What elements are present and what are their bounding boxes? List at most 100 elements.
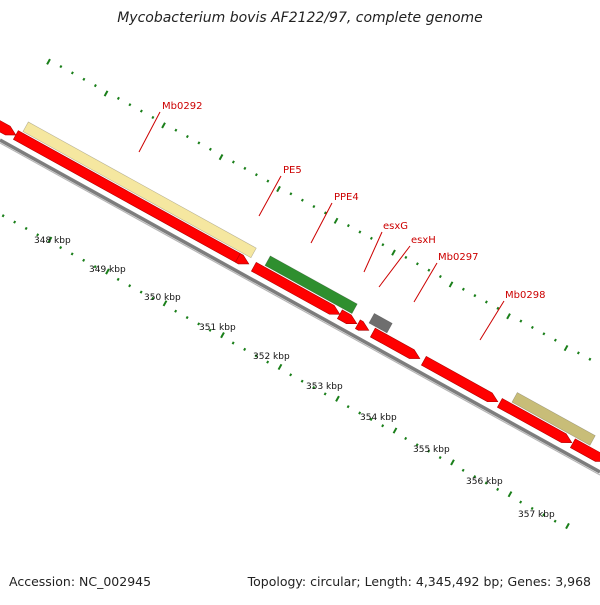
inner-track-tick <box>565 522 570 530</box>
inner-track-tick <box>59 245 63 250</box>
inner-track-tick <box>438 455 442 460</box>
outer-track-tick <box>369 236 373 240</box>
genome-summary-text: Topology: circular; Length: 4,345,492 bp… <box>247 574 591 589</box>
outer-track-tick <box>496 306 500 310</box>
gene-label-leader <box>378 245 411 288</box>
outer-track-tick <box>46 58 51 65</box>
inner-track-tick <box>254 354 258 358</box>
inner-dotted-track <box>1 214 570 530</box>
inner-track-tick <box>392 427 398 434</box>
gene-features <box>0 120 600 462</box>
outer-track-tick <box>438 274 442 279</box>
inner-track-tick <box>415 443 419 447</box>
cds-bar-ppe4 <box>264 255 358 315</box>
outer-track-tick <box>231 160 235 164</box>
inner-track-tick <box>36 233 40 237</box>
inner-track-tick <box>289 373 293 377</box>
inner-track-tick <box>369 417 373 421</box>
inner-track-tick <box>151 296 155 301</box>
inner-track-tick <box>128 284 132 288</box>
kbp-label: 348 kbp <box>34 236 71 246</box>
outer-track-tick <box>116 96 120 100</box>
inner-track-tick <box>530 506 534 511</box>
gene-arrow <box>250 261 341 315</box>
outer-track-tick <box>254 173 258 177</box>
outer-track-tick <box>289 192 293 196</box>
inner-track-tick <box>13 220 17 224</box>
inner-track-tick <box>404 436 408 441</box>
kbp-label: 351 kbp <box>199 323 236 333</box>
kbp-label: 350 kbp <box>144 293 181 303</box>
outer-track-tick <box>139 109 143 113</box>
outer-track-tick <box>185 134 189 139</box>
outer-track-tick <box>151 115 155 120</box>
inner-track-tick <box>162 300 168 307</box>
gene-arrow <box>369 327 421 359</box>
outer-track-tick <box>563 344 569 352</box>
inner-track-tick <box>243 347 247 351</box>
inner-track-tick <box>174 309 178 313</box>
kbp-label: 355 kbp <box>413 445 450 455</box>
outer-track-tick <box>506 313 511 320</box>
map-title: Mycobacterium bovis AF2122/97, complete … <box>117 10 483 26</box>
outer-track-tick <box>530 325 534 330</box>
inner-track-tick <box>220 332 225 339</box>
outer-track-tick <box>358 230 362 234</box>
outer-track-tick <box>576 351 580 355</box>
inner-track-tick <box>473 475 477 479</box>
inner-track-tick <box>542 513 546 517</box>
inner-track-tick <box>427 449 431 453</box>
outer-track-tick <box>266 179 270 183</box>
kbp-label: 354 kbp <box>360 413 397 423</box>
inner-track-tick <box>185 315 189 320</box>
outer-track-tick <box>59 64 63 69</box>
outer-track-tick <box>276 185 281 193</box>
outer-track-tick <box>82 77 86 81</box>
outer-track-tick <box>312 204 316 209</box>
inner-track-tick <box>47 236 53 243</box>
outer-track-tick <box>208 147 212 151</box>
kbp-label: 356 kbp <box>466 477 503 487</box>
gene-arrow <box>496 398 573 443</box>
inner-track-tick <box>358 411 362 415</box>
inner-track-tick <box>484 481 488 485</box>
outer-track-tick <box>70 71 74 75</box>
inner-track-tick <box>323 392 327 396</box>
inner-track-tick <box>450 459 455 466</box>
gene-label: esxG <box>383 221 408 232</box>
inner-track-tick <box>70 252 74 256</box>
outer-track-tick <box>197 141 201 145</box>
inner-track-tick <box>300 379 304 383</box>
outer-track-tick <box>333 217 339 224</box>
kbp-label: 349 kbp <box>89 265 126 275</box>
kbp-label: 357 kbp <box>518 510 555 520</box>
inner-track-tick <box>1 214 5 218</box>
inner-track-tick <box>346 405 350 409</box>
outer-track-tick <box>323 211 327 215</box>
inner-track-tick <box>519 500 523 504</box>
outer-track-tick <box>404 255 408 260</box>
cds-bar-esxh <box>368 312 393 334</box>
gene-label: PE5 <box>283 165 302 176</box>
gene-arrow <box>0 120 17 136</box>
outer-track-tick <box>391 249 396 256</box>
outer-track-tick <box>415 262 419 266</box>
inner-track-tick <box>93 265 97 269</box>
outer-track-tick <box>588 357 592 361</box>
outer-track-tick <box>553 338 557 342</box>
gene-arrow <box>420 356 499 403</box>
inner-track-tick <box>208 328 212 332</box>
inner-track-tick <box>139 290 143 294</box>
outer-track-tick <box>519 319 523 323</box>
outer-track-tick <box>542 332 546 336</box>
inner-track-tick <box>24 226 28 231</box>
genome-backbone <box>0 138 600 474</box>
inner-track-tick <box>553 519 557 523</box>
gene-arrow <box>569 438 600 462</box>
gene-label: Mb0297 <box>438 252 478 263</box>
gene-label-leader <box>258 175 282 217</box>
cds-bar-mb0298 <box>511 392 596 446</box>
